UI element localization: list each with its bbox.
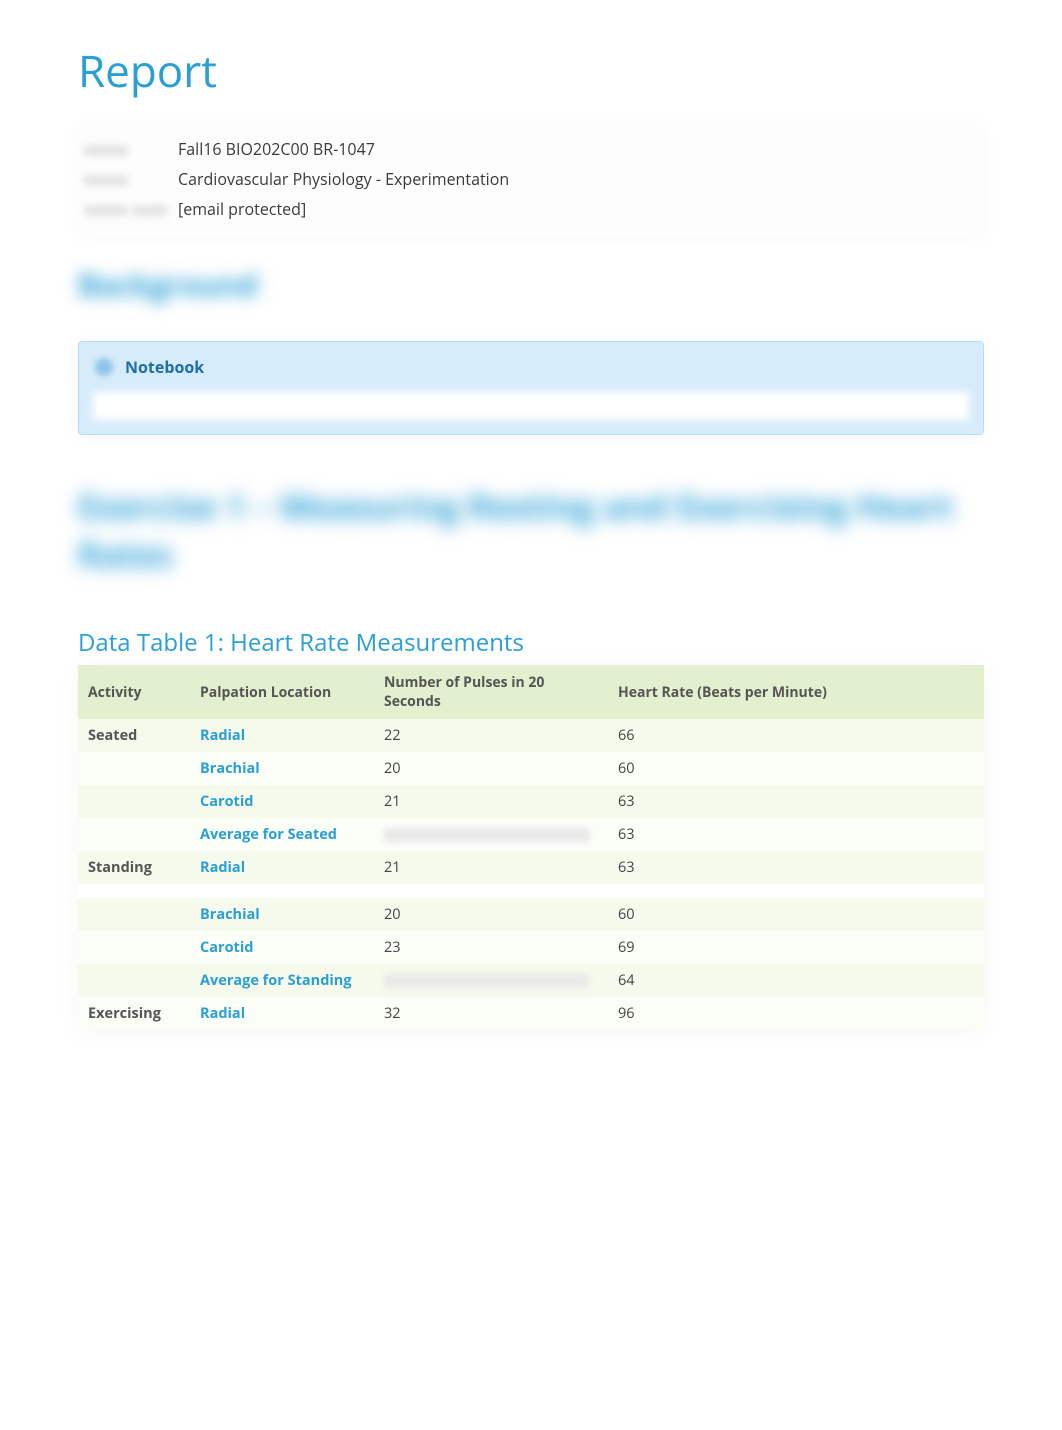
row-spacer	[78, 884, 984, 898]
cell-rate: 63	[608, 818, 984, 851]
heart-rate-table: Activity Palpation Location Number of Pu…	[78, 665, 984, 1030]
cell-pulses: 23	[374, 931, 608, 964]
cell-pulses: 21	[374, 785, 608, 818]
cell-rate: 64	[608, 964, 984, 997]
cell-rate: 60	[608, 752, 984, 785]
meta-label: xxxxx	[84, 138, 178, 160]
cell-palpation: Average for Seated	[190, 818, 374, 851]
cell-activity	[78, 964, 190, 997]
table-row: Average for Seated 63	[78, 818, 984, 851]
cell-palpation: Carotid	[190, 931, 374, 964]
table-row: Brachial 2060	[78, 752, 984, 785]
cell-pulses: 32	[374, 997, 608, 1030]
redacted-cell	[384, 974, 589, 988]
table-row: Carotid 2369	[78, 931, 984, 964]
cell-rate: 66	[608, 719, 984, 752]
meta-label: xxxxx xxxx	[84, 198, 178, 220]
cell-pulses: 20	[374, 752, 608, 785]
col-pulses: Number of Pulses in 20 Seconds	[374, 665, 608, 719]
notebook-header: Notebook	[79, 342, 983, 392]
exercise-heading: Exercise 1 – Measuring Resting and Exerc…	[78, 483, 984, 578]
cell-palpation: Radial	[190, 997, 374, 1030]
palpation-link[interactable]: Average for Standing	[200, 971, 352, 990]
col-rate: Heart Rate (Beats per Minute)	[608, 665, 984, 719]
cell-pulses: 20	[374, 898, 608, 931]
palpation-link[interactable]: Average for Seated	[200, 825, 337, 844]
cell-palpation: Average for Standing	[190, 964, 374, 997]
palpation-link[interactable]: Brachial	[200, 759, 260, 778]
meta-row: xxxxx xxxx [email protected]	[84, 194, 978, 224]
cell-activity: Exercising	[78, 997, 190, 1030]
meta-block: xxxxx Fall16 BIO202C00 BR-1047 xxxxx Car…	[78, 124, 984, 236]
meta-row: xxxxx Cardiovascular Physiology - Experi…	[84, 164, 978, 194]
meta-value: Cardiovascular Physiology - Experimentat…	[178, 168, 509, 190]
cell-rate: 69	[608, 931, 984, 964]
cell-activity	[78, 785, 190, 818]
cell-palpation: Brachial	[190, 898, 374, 931]
palpation-link[interactable]: Carotid	[200, 792, 253, 811]
circle-icon	[95, 358, 113, 376]
table-header-row: Activity Palpation Location Number of Pu…	[78, 665, 984, 719]
table-row: Brachial 2060	[78, 898, 984, 931]
cell-activity: Standing	[78, 851, 190, 884]
table-row: Average for Standing 64	[78, 964, 984, 997]
cell-activity: Seated	[78, 719, 190, 752]
meta-row: xxxxx Fall16 BIO202C00 BR-1047	[84, 134, 978, 164]
cell-activity	[78, 898, 190, 931]
cell-palpation: Radial	[190, 719, 374, 752]
col-palpation: Palpation Location	[190, 665, 374, 719]
meta-value-email: [email protected]	[178, 198, 306, 220]
table-row: Standing Radial 2163	[78, 851, 984, 884]
cell-palpation: Radial	[190, 851, 374, 884]
palpation-link[interactable]: Brachial	[200, 905, 260, 924]
cell-activity	[78, 818, 190, 851]
meta-label: xxxxx	[84, 168, 178, 190]
cell-pulses	[374, 818, 608, 851]
background-heading: Background	[78, 264, 984, 305]
notebook-body-redacted	[93, 392, 969, 420]
table-row: Carotid 2163	[78, 785, 984, 818]
table-row: Exercising Radial 3296	[78, 997, 984, 1030]
notebook-title: Notebook	[125, 356, 204, 378]
cell-palpation: Brachial	[190, 752, 374, 785]
palpation-link[interactable]: Radial	[200, 1004, 245, 1023]
palpation-link[interactable]: Carotid	[200, 938, 253, 957]
col-activity: Activity	[78, 665, 190, 719]
redacted-cell	[384, 828, 589, 842]
page-title: Report	[78, 40, 984, 100]
table-title: Data Table 1: Heart Rate Measurements	[78, 626, 984, 659]
cell-pulses	[374, 964, 608, 997]
notebook-panel: Notebook	[78, 341, 984, 435]
palpation-link[interactable]: Radial	[200, 858, 245, 877]
table-row	[78, 884, 984, 898]
cell-pulses: 21	[374, 851, 608, 884]
table-row: Seated Radial 2266	[78, 719, 984, 752]
cell-pulses: 22	[374, 719, 608, 752]
cell-activity	[78, 752, 190, 785]
cell-rate: 63	[608, 851, 984, 884]
cell-rate: 60	[608, 898, 984, 931]
meta-value: Fall16 BIO202C00 BR-1047	[178, 138, 375, 160]
palpation-link[interactable]: Radial	[200, 726, 245, 745]
cell-rate: 63	[608, 785, 984, 818]
cell-activity	[78, 931, 190, 964]
cell-rate: 96	[608, 997, 984, 1030]
cell-palpation: Carotid	[190, 785, 374, 818]
